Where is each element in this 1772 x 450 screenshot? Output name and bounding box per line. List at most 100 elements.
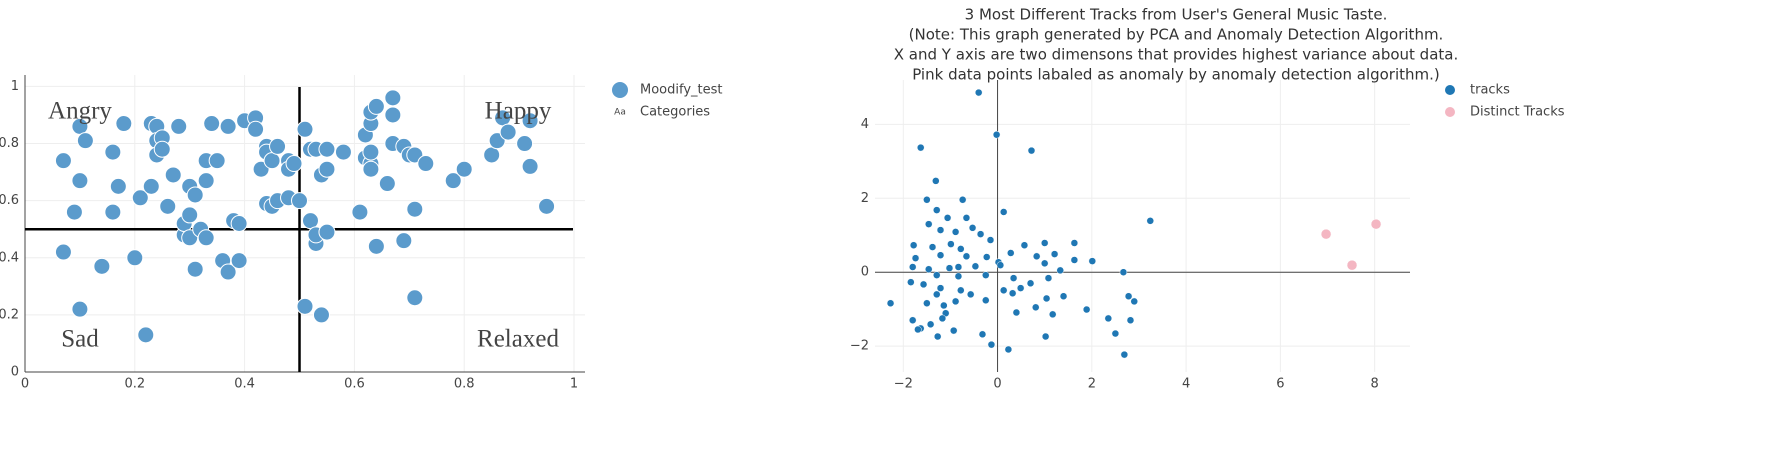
point [976,230,985,238]
point [936,284,945,292]
point [914,325,922,334]
point [951,228,960,236]
point [999,208,1008,216]
point [968,224,977,232]
point [932,177,940,185]
point [924,265,933,273]
point [907,278,915,286]
point [1146,217,1155,225]
point [203,115,221,133]
point [936,226,945,234]
x-tick-label: 0.2 [124,377,145,392]
point [962,214,971,222]
point [1040,239,1049,247]
point [1088,257,1097,265]
point [1032,252,1041,261]
point [153,140,171,158]
point [291,192,309,210]
point [1042,294,1051,303]
point [1048,310,1057,319]
point [516,135,534,153]
point [1370,218,1382,230]
point [1026,279,1035,288]
quadrant-label: Angry [48,98,112,125]
x-tick-label: 0 [21,377,29,392]
point [1040,259,1049,268]
point [919,280,928,289]
point [1130,297,1139,306]
point [197,172,215,190]
point [406,200,424,218]
point [406,289,424,307]
point [978,330,987,339]
point [1041,332,1050,341]
point [1027,146,1036,155]
legend-marker [1445,85,1455,95]
point [208,152,226,170]
point [219,263,237,281]
x-tick-label: 4 [1182,377,1190,392]
point [483,146,501,164]
y-tick-label: 0 [11,365,19,380]
point [444,172,462,190]
point [1020,241,1029,249]
point [1059,292,1068,300]
point [1082,305,1091,314]
point [943,214,952,222]
point [908,316,917,325]
point [318,223,336,241]
point [1346,259,1358,271]
point [982,253,991,261]
point [923,196,931,204]
point [126,249,144,267]
quadrant-label: Sad [61,326,99,353]
point [947,240,955,248]
point [911,254,920,262]
point [131,189,149,207]
point [1320,228,1332,240]
point [230,215,248,232]
point [137,326,155,344]
point [65,203,83,221]
point [886,299,895,308]
x-tick-label: 1 [570,377,578,392]
legend-label: Distinct Tracks [1470,105,1565,120]
x-tick-label: 0.6 [344,377,365,392]
x-tick-label: 2 [1088,377,1096,392]
point [958,196,967,204]
chart-title: X and Y axis are two dimensons that prov… [894,46,1459,64]
quadrant-label: Happy [485,98,552,125]
point [938,314,947,323]
point [954,263,963,271]
x-tick-label: 0.8 [454,377,475,392]
point [230,252,248,270]
point [318,140,336,158]
legend-label: Moodify_test [640,83,723,98]
point [367,237,385,255]
x-tick-label: −2 [894,377,913,392]
legend-icon: Aa [614,108,626,118]
point [181,206,199,224]
point [247,120,265,138]
point [1056,266,1064,275]
point [170,117,188,135]
point [957,245,965,253]
point [186,260,204,278]
chart-title: 3 Most Different Tracks from User's Gene… [965,6,1388,24]
point [962,252,971,261]
point [538,197,556,215]
point [1031,303,1040,312]
point [1104,314,1113,323]
point [1124,292,1133,300]
point [982,271,990,279]
point [417,155,435,173]
point [954,272,963,281]
y-tick-label: 0.4 [0,250,19,265]
point [1044,274,1053,282]
point [1120,350,1129,359]
point [384,89,402,107]
point [923,299,931,308]
point [974,88,983,97]
point [104,203,122,221]
